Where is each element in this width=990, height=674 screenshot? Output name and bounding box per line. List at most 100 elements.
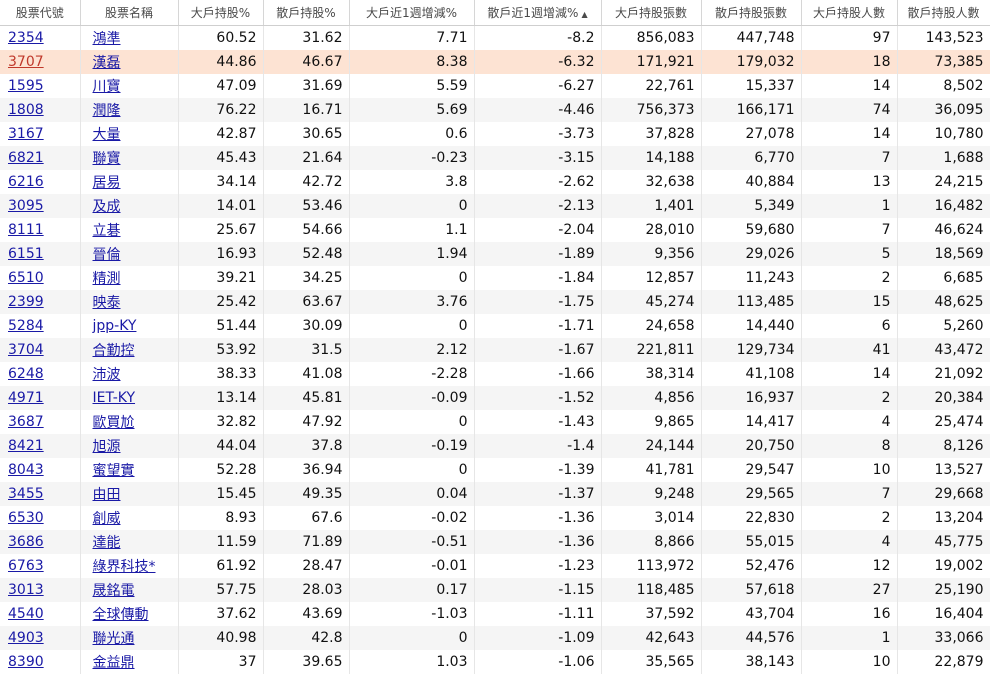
stock-name-link[interactable]: 綠界科技* bbox=[93, 559, 156, 575]
stock-code-link[interactable]: 4540 bbox=[8, 606, 44, 622]
stock-code-link[interactable]: 2354 bbox=[8, 30, 44, 46]
stock-name-link[interactable]: 晟銘電 bbox=[93, 583, 135, 599]
big-pct-cell: 60.52 bbox=[178, 26, 263, 51]
small-lots-cell: 129,734 bbox=[701, 338, 801, 362]
stock-name-link[interactable]: 沛波 bbox=[93, 367, 121, 383]
header-name[interactable]: 股票名稱 bbox=[80, 0, 178, 26]
small-week-change-cell: -1.67 bbox=[474, 338, 601, 362]
stock-code-link[interactable]: 5284 bbox=[8, 318, 44, 334]
stock-code-link[interactable]: 4971 bbox=[8, 390, 44, 406]
stock-name-link[interactable]: 及成 bbox=[93, 199, 121, 215]
small-lots-cell: 14,417 bbox=[701, 410, 801, 434]
stock-code-cell: 3095 bbox=[0, 194, 80, 218]
stock-name-link[interactable]: 創威 bbox=[93, 511, 121, 527]
stock-name-link[interactable]: 映泰 bbox=[93, 295, 121, 311]
stock-name-link[interactable]: 蜜望實 bbox=[93, 463, 135, 479]
stock-code-link[interactable]: 3707 bbox=[8, 54, 44, 70]
stock-code-link[interactable]: 8043 bbox=[8, 462, 44, 478]
stock-name-cell: 創威 bbox=[80, 506, 178, 530]
small-holders-cell: 22,879 bbox=[897, 650, 990, 674]
header-code[interactable]: 股票代號 bbox=[0, 0, 80, 26]
header-small-holders[interactable]: 散戶持股人數 bbox=[897, 0, 990, 26]
stock-name-cell: 歐買尬 bbox=[80, 410, 178, 434]
stock-name-link[interactable]: 潤隆 bbox=[93, 103, 121, 119]
stock-code-link[interactable]: 3095 bbox=[8, 198, 44, 214]
stock-code-link[interactable]: 6151 bbox=[8, 246, 44, 262]
stock-code-link[interactable]: 3013 bbox=[8, 582, 44, 598]
small-week-change-cell: -1.52 bbox=[474, 386, 601, 410]
stock-name-link[interactable]: 大量 bbox=[93, 127, 121, 143]
stock-code-link[interactable]: 3455 bbox=[8, 486, 44, 502]
stock-name-link[interactable]: 川寶 bbox=[93, 79, 121, 95]
stock-code-link[interactable]: 6821 bbox=[8, 150, 44, 166]
header-small-lots[interactable]: 散戶持股張數 bbox=[701, 0, 801, 26]
stock-name-cell: 潤隆 bbox=[80, 98, 178, 122]
stock-code-link[interactable]: 1595 bbox=[8, 78, 44, 94]
stock-name-link[interactable]: 居易 bbox=[93, 175, 121, 191]
small-pct-cell: 28.03 bbox=[263, 578, 349, 602]
stock-code-link[interactable]: 8421 bbox=[8, 438, 44, 454]
big-week-change-cell: 3.76 bbox=[349, 290, 474, 314]
small-week-change-cell: -1.71 bbox=[474, 314, 601, 338]
stock-name-link[interactable]: 旭源 bbox=[93, 439, 121, 455]
stock-name-link[interactable]: 合勤控 bbox=[93, 343, 135, 359]
stock-code-link[interactable]: 3704 bbox=[8, 342, 44, 358]
stock-code-link[interactable]: 2399 bbox=[8, 294, 44, 310]
stock-name-link[interactable]: 由田 bbox=[93, 487, 121, 503]
small-pct-cell: 30.65 bbox=[263, 122, 349, 146]
small-week-change-cell: -1.23 bbox=[474, 554, 601, 578]
small-pct-cell: 53.46 bbox=[263, 194, 349, 218]
stock-code-link[interactable]: 6763 bbox=[8, 558, 44, 574]
stock-name-link[interactable]: 達能 bbox=[93, 535, 121, 551]
stock-name-link[interactable]: 聯光通 bbox=[93, 631, 135, 647]
small-holders-cell: 143,523 bbox=[897, 26, 990, 51]
stock-name-link[interactable]: 立碁 bbox=[93, 223, 121, 239]
stock-name-link[interactable]: IET-KY bbox=[93, 390, 136, 406]
header-big-pct[interactable]: 大戶持股% bbox=[178, 0, 263, 26]
header-big-lots[interactable]: 大戶持股張數 bbox=[601, 0, 701, 26]
stock-name-link[interactable]: 聯寶 bbox=[93, 151, 121, 167]
big-week-change-cell: 8.38 bbox=[349, 50, 474, 74]
stock-code-cell: 1595 bbox=[0, 74, 80, 98]
small-week-change-cell: -2.62 bbox=[474, 170, 601, 194]
stock-name-link[interactable]: 精測 bbox=[93, 271, 121, 287]
stock-code-link[interactable]: 3167 bbox=[8, 126, 44, 142]
small-week-change-cell: -1.66 bbox=[474, 362, 601, 386]
small-pct-cell: 21.64 bbox=[263, 146, 349, 170]
header-big-holders[interactable]: 大戶持股人數 bbox=[801, 0, 897, 26]
stock-code-link[interactable]: 3686 bbox=[8, 534, 44, 550]
small-holders-cell: 6,685 bbox=[897, 266, 990, 290]
header-big-week-change[interactable]: 大戶近1週增減% bbox=[349, 0, 474, 26]
stock-name-link[interactable]: 歐買尬 bbox=[93, 415, 135, 431]
header-small-pct[interactable]: 散戶持股% bbox=[263, 0, 349, 26]
stock-name-link[interactable]: 晉倫 bbox=[93, 247, 121, 263]
stock-code-link[interactable]: 4903 bbox=[8, 630, 44, 646]
header-small-week-change[interactable]: 散戶近1週增減%▲ bbox=[474, 0, 601, 26]
stock-code-link[interactable]: 8390 bbox=[8, 654, 44, 670]
small-pct-cell: 28.47 bbox=[263, 554, 349, 578]
big-lots-cell: 221,811 bbox=[601, 338, 701, 362]
stock-name-link[interactable]: 漢磊 bbox=[93, 55, 121, 71]
stock-name-link[interactable]: 全球傳動 bbox=[93, 607, 149, 623]
stock-code-link[interactable]: 1808 bbox=[8, 102, 44, 118]
stock-code-link[interactable]: 6248 bbox=[8, 366, 44, 382]
stock-code-link[interactable]: 6510 bbox=[8, 270, 44, 286]
stock-code-link[interactable]: 3687 bbox=[8, 414, 44, 430]
big-pct-cell: 14.01 bbox=[178, 194, 263, 218]
stock-name-cell: 蜜望實 bbox=[80, 458, 178, 482]
stock-name-link[interactable]: 鴻準 bbox=[93, 31, 121, 47]
stock-name-link[interactable]: jpp-KY bbox=[93, 318, 137, 334]
stock-code-link[interactable]: 6530 bbox=[8, 510, 44, 526]
stock-code-link[interactable]: 6216 bbox=[8, 174, 44, 190]
small-holders-cell: 45,775 bbox=[897, 530, 990, 554]
big-week-change-cell: -1.03 bbox=[349, 602, 474, 626]
stock-code-link[interactable]: 8111 bbox=[8, 222, 44, 238]
